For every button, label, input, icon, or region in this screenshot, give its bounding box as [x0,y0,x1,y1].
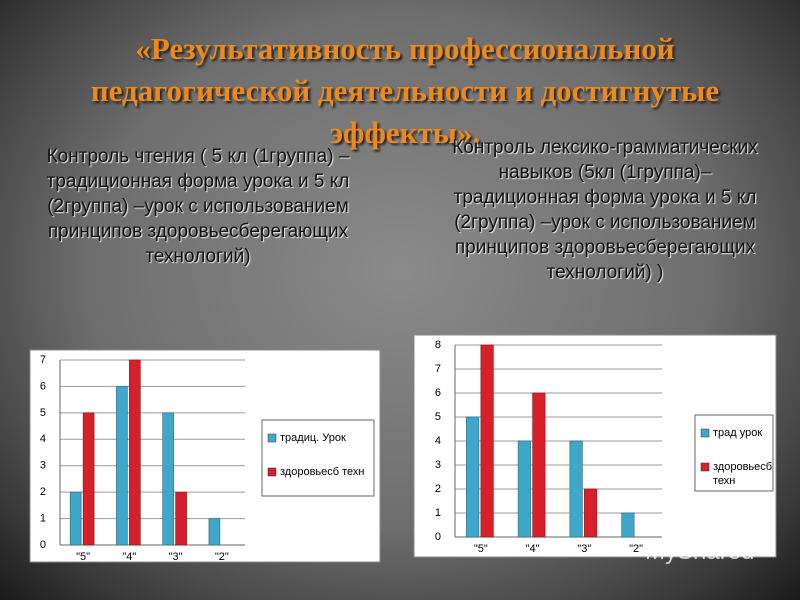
y-tick-label: 0 [40,539,46,551]
bar [517,440,531,538]
bar [584,488,598,538]
y-tick-label: 5 [435,411,441,423]
y-tick-label: 5 [40,407,46,419]
x-tick-label: "5" [76,551,90,563]
legend-swatch [700,462,710,472]
x-tick-label: "4" [122,551,136,563]
bar [116,386,128,546]
watermark: MyShared [645,538,755,565]
y-tick-label: 1 [435,507,441,519]
y-tick-label: 6 [435,387,441,399]
y-tick-label: 7 [435,363,441,375]
bar [569,440,583,538]
y-tick-label: 1 [40,512,46,524]
bar [532,392,546,538]
bar [129,359,141,546]
y-tick-label: 3 [40,460,46,472]
bar [466,416,480,538]
y-tick-label: 3 [435,459,441,471]
y-tick-label: 4 [435,435,441,447]
legend-label-line: техн [713,475,735,487]
x-tick-label: "3" [169,551,183,563]
x-tick-label: "2" [215,551,229,563]
chart-caption: Контроль лексико-грамматических навыков … [452,137,758,283]
y-tick-label: 8 [435,339,441,351]
bar [480,344,494,538]
y-tick-label: 4 [40,433,46,445]
legend-label: трад урок [713,427,762,439]
bar [69,491,82,546]
legend-swatch [267,433,277,443]
x-tick-label: "3" [577,543,591,555]
y-tick-label: 2 [40,486,46,498]
legend-label: здоровьесб техн [713,461,772,487]
bar [621,512,635,538]
slide-title: «Результативность профессиональной педаг… [90,31,720,150]
legend-label: традиц. Урок [280,432,346,444]
legend-box [694,414,774,492]
x-tick-label: "4" [526,543,540,555]
bar [82,412,95,546]
legend-label-line: здоровьесб [713,461,772,473]
chart-caption: Контроль чтения ( 5 кл (1группа) –традиц… [46,146,350,267]
x-tick-label: "2" [629,543,643,555]
legend-swatch [267,467,277,477]
legend-swatch [700,428,710,438]
legend-box [261,419,375,497]
y-tick-label: 0 [435,531,441,543]
y-tick-label: 7 [40,354,46,366]
bar [162,412,174,546]
y-tick-label: 2 [435,483,441,495]
y-tick-label: 6 [40,380,46,392]
bar [208,518,221,546]
bar [175,491,187,546]
x-tick-label: "5" [474,543,488,555]
legend-label: здоровьесб техн [280,466,365,478]
